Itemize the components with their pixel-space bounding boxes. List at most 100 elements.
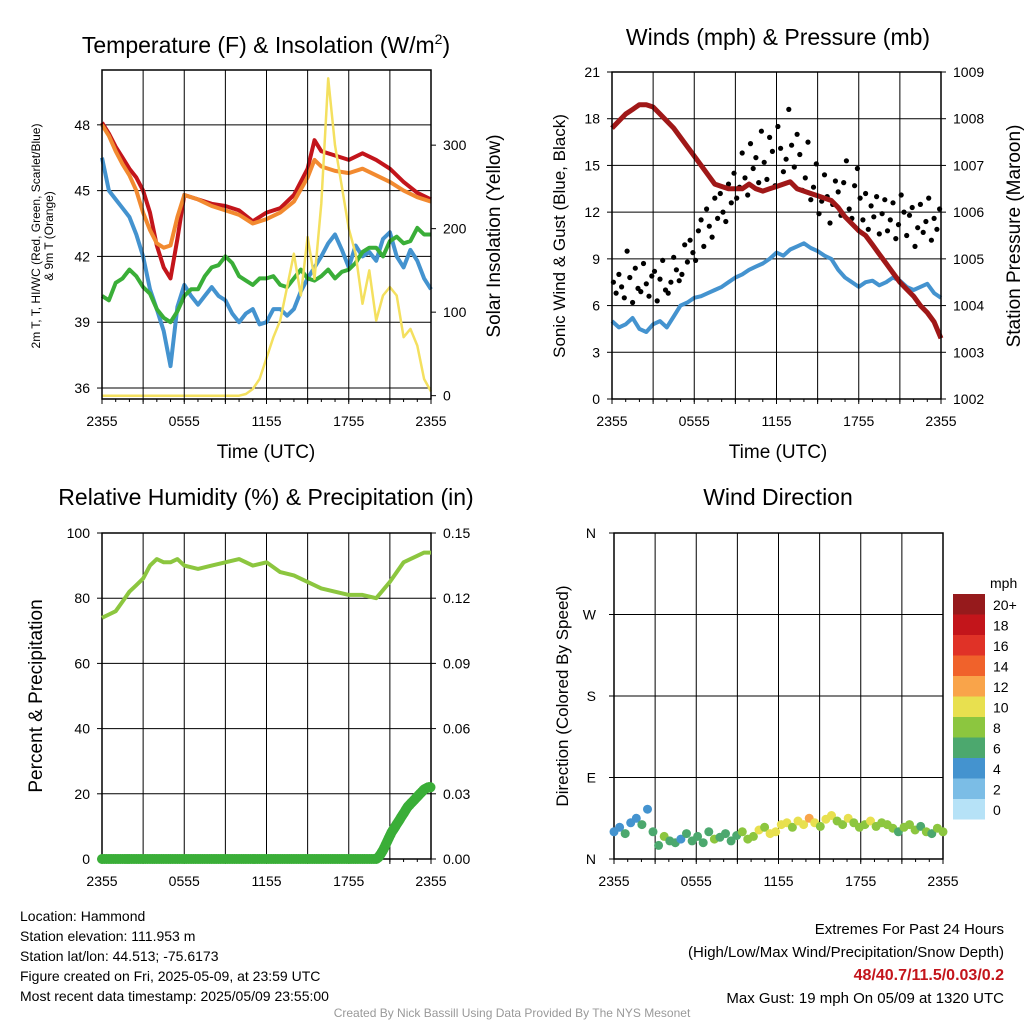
wind-direction-point — [927, 829, 937, 839]
legend-swatch — [953, 614, 985, 635]
gust-dot — [657, 276, 663, 282]
wind-ytick-label: 6 — [592, 298, 600, 314]
rh-xtick-label: 2355 — [415, 873, 446, 889]
gust-dot — [841, 180, 847, 186]
wind-direction-point — [866, 816, 875, 826]
legend-swatch — [953, 717, 985, 738]
gust-dot — [671, 254, 677, 260]
gust-dot — [865, 226, 871, 232]
wind-y-axis-label: Sonic Wind & Gust (Blue, Black) — [550, 114, 569, 358]
temp-ytick-label: 45 — [74, 183, 90, 199]
wind-direction-point — [916, 821, 926, 831]
wind-xtick-label: 1755 — [843, 413, 874, 429]
gust-dot — [920, 229, 926, 235]
wind-ytick-label-right: 1003 — [953, 344, 984, 360]
gust-dot — [613, 290, 619, 296]
wind-xtick-label: 0555 — [679, 413, 710, 429]
wind-direction-point — [787, 822, 797, 832]
gust-dot — [852, 183, 858, 189]
gust-dot — [789, 142, 795, 148]
gust-dot — [805, 139, 811, 145]
gust-dot — [723, 218, 729, 225]
wind-direction-point — [726, 836, 736, 846]
wind-direction-point — [682, 829, 691, 839]
temp-xtick-label: 0555 — [169, 413, 200, 429]
extremes-title: Extremes For Past 24 Hours — [814, 921, 1004, 938]
temp-ytick-label-right: 300 — [443, 137, 467, 153]
wind-direction-point — [643, 804, 652, 814]
legend-label: 8 — [993, 720, 1001, 736]
temp-ytick-label-right: 100 — [443, 304, 467, 320]
wind-direction-point — [771, 827, 781, 837]
gust-dot — [871, 214, 877, 220]
rh-chart-title: Relative Humidity (%) & Precipitation (i… — [58, 484, 473, 510]
wind-ytick-label-right: 1007 — [953, 157, 984, 173]
wind-ytick-label-right: 1009 — [953, 64, 984, 80]
gust-dot — [794, 131, 800, 137]
gust-dot — [843, 158, 850, 164]
wind-chart-title: Winds (mph) & Pressure (mb) — [626, 24, 930, 50]
gust-dot — [884, 228, 891, 234]
gust-dot — [769, 148, 776, 154]
wind-direction-point — [615, 822, 625, 832]
wind-xtick-label: 2355 — [596, 413, 627, 429]
temp-ytick-label: 39 — [74, 314, 90, 330]
dir-ytick-label: W — [583, 607, 597, 623]
wind-ytick-label: 18 — [584, 111, 600, 127]
legend-swatch — [953, 799, 985, 820]
wind-direction-point — [648, 827, 658, 837]
gust-dot — [926, 195, 932, 201]
wind-ytick-label-right: 1006 — [953, 204, 984, 220]
wind-ytick-label: 0 — [592, 391, 600, 407]
gust-dot — [915, 225, 921, 231]
wind-direction-point — [838, 820, 848, 830]
precip-dot — [425, 782, 436, 793]
gust-dot — [632, 265, 638, 271]
legend-swatch — [953, 676, 985, 697]
wind-ytick-label: 3 — [592, 344, 600, 360]
gust-dot — [810, 184, 817, 190]
temp-series-0 — [100, 121, 432, 281]
rh-xtick-label: 0555 — [169, 873, 200, 889]
wind-direction-point — [760, 822, 770, 832]
wind-ytick-label: 9 — [592, 251, 600, 267]
rh-ytick-label: 60 — [74, 655, 90, 671]
legend-label: 18 — [993, 618, 1009, 634]
gust-dot — [767, 134, 773, 140]
gust-dot — [887, 217, 893, 223]
gust-dot — [874, 194, 880, 200]
station-info: Location: Hammond Station elevation: 111… — [20, 906, 329, 1006]
rh-line — [101, 550, 431, 620]
gust-dot — [660, 257, 666, 263]
wind-direction-point — [620, 829, 630, 839]
legend-swatch — [953, 737, 985, 758]
legend-swatch — [953, 758, 985, 779]
gust-dot — [904, 232, 910, 239]
latlon-text: Station lat/lon: 44.513; -75.6173 — [20, 948, 219, 964]
legend-swatch — [953, 655, 985, 676]
gust-dot — [756, 180, 762, 186]
elevation-text: Station elevation: 111.953 m — [20, 928, 196, 944]
gust-dot — [928, 237, 935, 243]
dir-xtick-label: 1755 — [845, 873, 876, 889]
gust-dot — [747, 141, 754, 147]
footer-credit: Created By Nick Bassill Using Data Provi… — [333, 1006, 691, 1020]
dir-xtick-label: 0555 — [681, 873, 712, 889]
gust-dot — [909, 204, 915, 211]
max-gust-text: Max Gust: 19 mph On 05/09 at 1320 UTC — [726, 990, 1004, 1007]
wind-direction-point — [704, 827, 714, 837]
wind-direction-point — [676, 834, 686, 844]
wind-direction-point — [799, 820, 809, 830]
wind-direction-point — [637, 820, 647, 830]
dir-ytick-label: E — [587, 770, 596, 786]
wind-ytick-label-right: 1002 — [953, 391, 984, 407]
dir-ytick-label: N — [586, 525, 596, 541]
gust-dot — [720, 209, 726, 215]
wind-direction-point — [721, 829, 730, 839]
gust-dot — [654, 298, 660, 304]
wind-ytick-label-right: 1004 — [953, 298, 984, 314]
legend-swatch — [953, 594, 985, 615]
pressure-y-axis-label: Station Pressure (Maroon) — [1004, 125, 1024, 348]
wind-direction-point — [748, 831, 758, 841]
gust-dot — [712, 195, 718, 201]
